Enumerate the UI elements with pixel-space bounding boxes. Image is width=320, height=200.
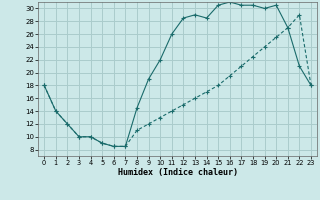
X-axis label: Humidex (Indice chaleur): Humidex (Indice chaleur) <box>118 168 238 177</box>
